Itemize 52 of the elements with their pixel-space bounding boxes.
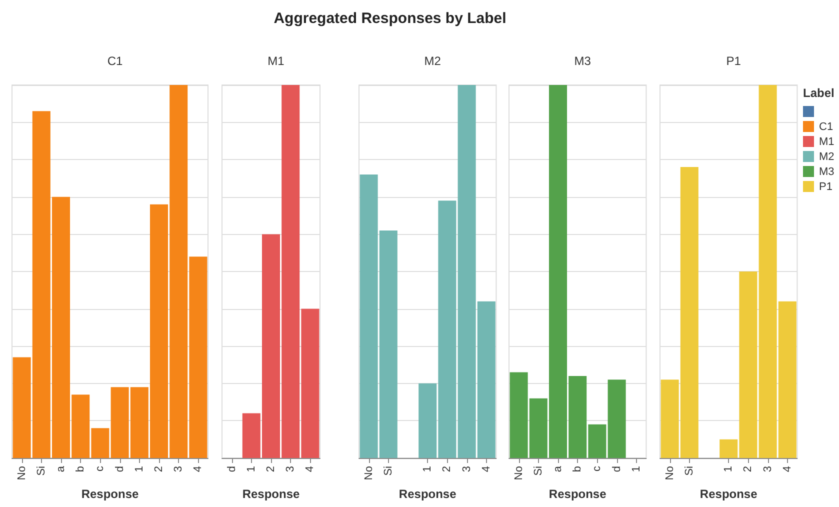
x-tick-label: 4 xyxy=(781,466,794,472)
x-tick-label: No xyxy=(664,466,676,480)
legend-label: P1 xyxy=(819,180,832,192)
legend-label: M3 xyxy=(819,166,834,178)
chart-subtitle: M3 xyxy=(574,54,592,68)
x-axis-title: Response xyxy=(548,487,607,501)
x-tick-label: 4 xyxy=(192,466,204,472)
x-tick-label: No xyxy=(512,466,525,480)
x-tick-label: d xyxy=(226,466,238,472)
x-tick-label: Si xyxy=(532,466,544,476)
x-tick-label: 3 xyxy=(460,466,473,472)
x-tick-label: Si xyxy=(683,466,696,476)
x-tick-label: 2 xyxy=(742,466,754,472)
legend-label: C1 xyxy=(819,120,834,132)
chart-subtitle: C1 xyxy=(107,54,123,68)
x-axis-title: Response xyxy=(81,487,139,501)
x-tick-label: 1 xyxy=(245,466,258,472)
x-tick-label: 4 xyxy=(480,466,492,472)
x-tick-label: 3 xyxy=(172,466,185,472)
x-tick-label: 1 xyxy=(722,466,735,472)
x-axis-title: Response xyxy=(398,487,457,501)
x-tick-label: c xyxy=(94,466,106,472)
x-tick-label: No xyxy=(362,466,375,480)
x-axis-title: Response xyxy=(242,487,300,501)
x-tick-label: 2 xyxy=(265,466,277,472)
x-tick-label: 3 xyxy=(284,466,297,472)
x-tick-label: 3 xyxy=(762,466,774,472)
x-tick-label: No xyxy=(16,466,28,480)
chart-subtitle: M2 xyxy=(424,54,442,68)
x-tick-label: 1 xyxy=(422,466,434,472)
x-tick-label: d xyxy=(114,466,126,472)
x-tick-label: Si xyxy=(382,466,394,476)
x-tick-label: 2 xyxy=(441,466,454,472)
x-tick-label: a xyxy=(55,465,67,472)
chart-subtitle: P1 xyxy=(726,54,742,68)
chart-subtitle: M1 xyxy=(268,54,285,68)
legend-label: M2 xyxy=(819,150,834,162)
legend-title: Label xyxy=(803,86,834,100)
x-tick-label: 1 xyxy=(133,466,146,472)
bar xyxy=(608,380,626,458)
x-tick-label: a xyxy=(552,465,564,472)
x-axis-title: Response xyxy=(700,487,758,501)
x-tick-label: 1 xyxy=(630,466,642,472)
x-tick-label: b xyxy=(74,466,87,472)
x-tick-label: c xyxy=(591,466,604,472)
x-tick-label: 4 xyxy=(304,466,316,472)
x-tick-label: b xyxy=(572,466,584,472)
x-tick-label: Si xyxy=(35,466,48,476)
x-tick-label: 2 xyxy=(153,466,165,472)
legend-label: M1 xyxy=(819,136,834,148)
chart-title: Aggregated Responses by Label xyxy=(272,10,508,27)
x-tick-label: d xyxy=(610,466,623,472)
